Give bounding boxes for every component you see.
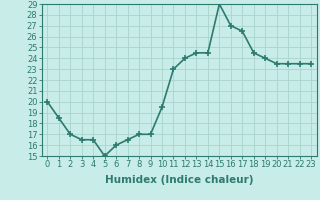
X-axis label: Humidex (Indice chaleur): Humidex (Indice chaleur) [105, 175, 253, 185]
